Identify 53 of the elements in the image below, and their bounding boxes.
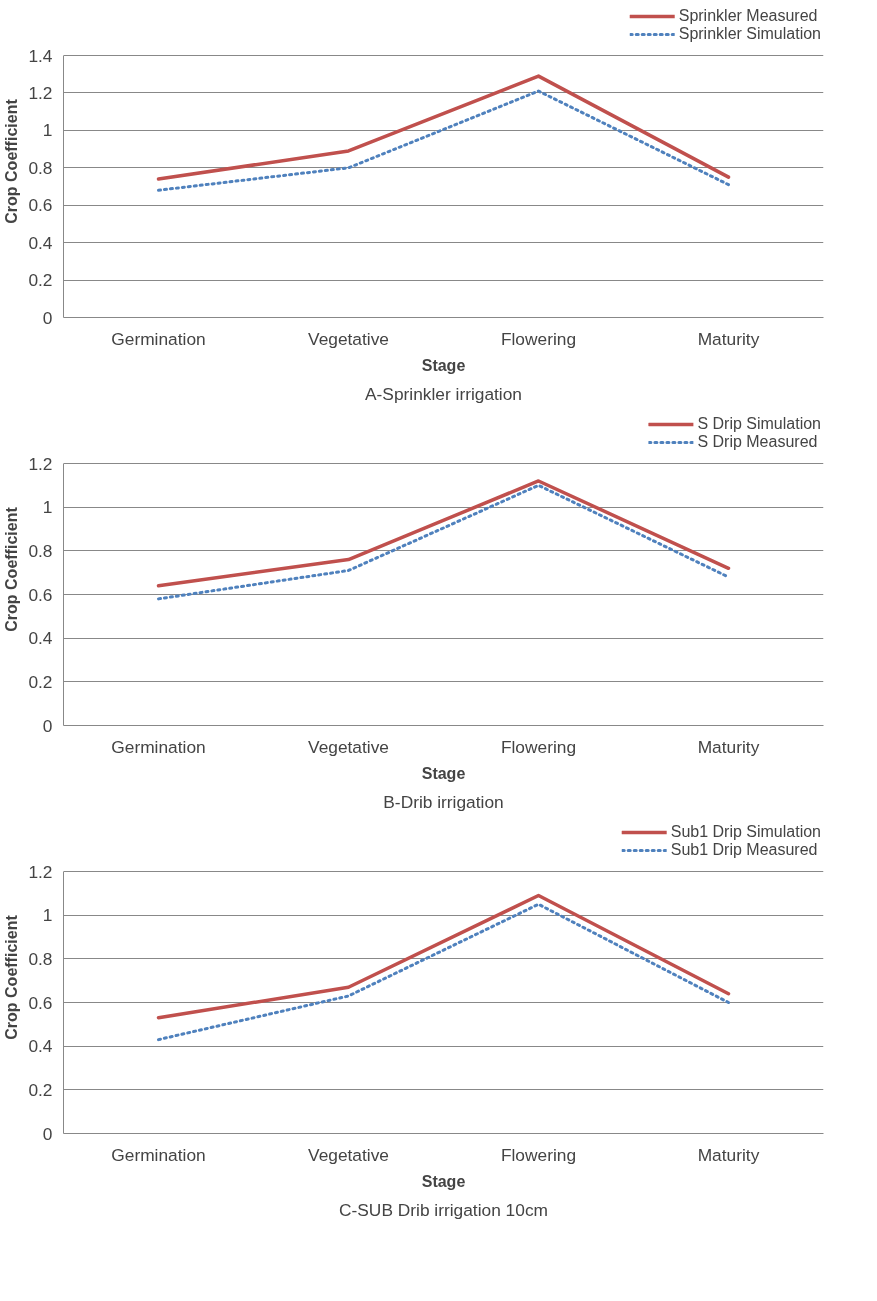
y-tick-label: 1 <box>42 497 53 518</box>
y-tick-label: 0.2 <box>28 1079 53 1100</box>
legend-label: S Drip Simulation <box>697 415 821 433</box>
x-axis-title: Stage <box>421 764 466 782</box>
legend-label: Sprinkler Measured <box>678 7 818 25</box>
text: B-Drib irrigation <box>383 791 504 812</box>
x-tick-label: Maturity <box>697 328 760 349</box>
x-tick-label: Germination <box>111 736 206 757</box>
y-tick-label: 0.8 <box>28 157 53 178</box>
y-tick-label: 0.8 <box>28 540 53 561</box>
y-tick-label: 0.4 <box>28 628 53 649</box>
legend-label: Sub1 Drip Simulation <box>670 823 821 841</box>
x-tick-label: Vegetative <box>308 736 389 757</box>
x-tick-label: Vegetative <box>308 328 389 349</box>
y-tick-label: 0.2 <box>28 671 53 692</box>
line-series <box>157 902 730 1042</box>
text: C-SUB Drib irrigation 10cm <box>339 1199 548 1220</box>
line-series <box>156 893 731 1020</box>
y-tick-label: 0.6 <box>28 992 53 1013</box>
x-axis-title: Stage <box>421 1172 466 1190</box>
line-series <box>157 89 730 192</box>
legend-label: S Drip Measured <box>697 433 818 451</box>
y-tick-label: 0.2 <box>28 270 53 291</box>
y-tick-label: 1.2 <box>28 861 53 882</box>
line-series <box>156 74 731 181</box>
y-tick-label: 0.4 <box>28 1036 53 1057</box>
x-tick-label: Maturity <box>697 1144 760 1165</box>
x-tick-label: Flowering <box>500 736 577 757</box>
x-tick-label: Vegetative <box>308 1144 389 1165</box>
x-tick-label: Germination <box>111 1144 206 1165</box>
text: A-Sprinkler irrigation <box>365 383 522 404</box>
y-axis-title: Crop Coefficient <box>3 506 21 632</box>
y-tick-label: 0.6 <box>28 584 53 605</box>
x-tick-label: Flowering <box>500 1144 577 1165</box>
y-axis-title: Crop Coefficient <box>3 914 21 1040</box>
y-tick-label: 1 <box>42 120 53 141</box>
legend-label: Sprinkler Simulation <box>678 25 821 43</box>
x-axis-title: Stage <box>421 356 466 374</box>
y-axis-title: Crop Coefficient <box>3 98 21 224</box>
x-tick-label: Flowering <box>500 328 577 349</box>
y-tick-label: 0.6 <box>28 195 53 216</box>
y-tick-label: 1.2 <box>28 453 53 474</box>
y-tick-label: 0 <box>42 307 53 328</box>
legend-label: Sub1 Drip Measured <box>670 841 818 859</box>
y-tick-label: 0 <box>42 1123 53 1144</box>
x-tick-label: Germination <box>111 328 206 349</box>
y-tick-label: 1 <box>42 905 53 926</box>
y-tick-label: 1.4 <box>28 45 53 66</box>
y-tick-label: 0 <box>42 715 53 736</box>
y-tick-label: 0.4 <box>28 232 53 253</box>
x-tick-label: Maturity <box>697 736 760 757</box>
y-tick-label: 1.2 <box>28 82 53 103</box>
y-tick-label: 0.8 <box>28 948 53 969</box>
